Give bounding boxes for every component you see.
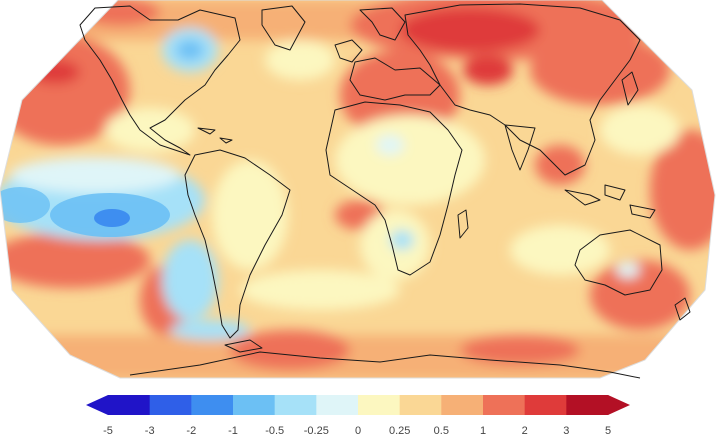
anomaly-field — [0, 0, 715, 378]
coastlines — [79, 3, 691, 379]
